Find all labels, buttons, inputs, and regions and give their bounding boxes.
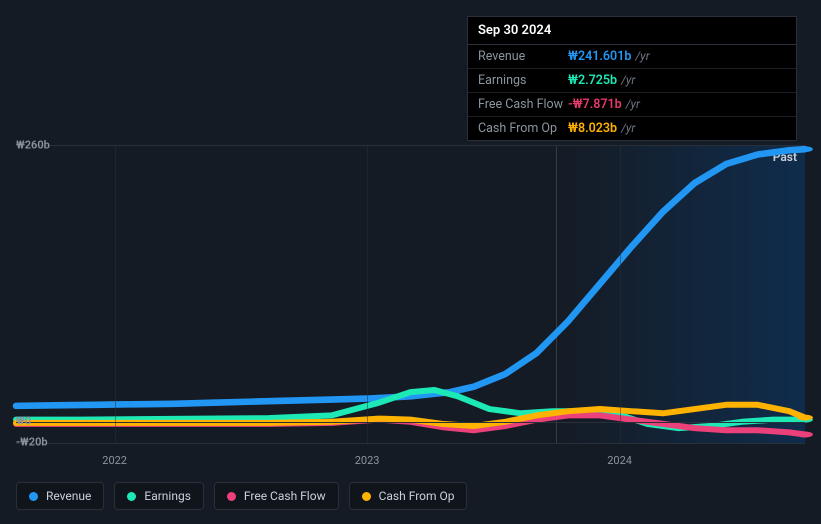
series-end-dot xyxy=(797,146,813,152)
tooltip-row: Earnings₩2.725b/yr xyxy=(468,69,796,93)
x-axis-tick: 2024 xyxy=(607,454,632,467)
tooltip-metric-unit: /yr xyxy=(635,49,649,64)
legend-item[interactable]: Cash From Op xyxy=(349,482,468,510)
legend-dot-icon xyxy=(127,492,136,501)
legend-label: Cash From Op xyxy=(379,489,455,503)
legend-label: Revenue xyxy=(46,489,91,503)
series-line xyxy=(16,149,805,406)
vgridline xyxy=(367,146,368,443)
vgridline xyxy=(115,146,116,443)
tooltip-date: Sep 30 2024 xyxy=(468,17,796,45)
line-layer xyxy=(16,146,805,443)
legend-item[interactable]: Earnings xyxy=(114,482,204,510)
legend-label: Earnings xyxy=(144,489,191,503)
legend-item[interactable]: Revenue xyxy=(16,482,104,510)
tooltip-metric-value: ₩2.725b xyxy=(568,73,617,88)
y-axis-tick: -₩20b xyxy=(16,436,48,449)
legend: Revenue Earnings Free Cash Flow Cash From O… xyxy=(16,482,467,510)
y-axis-tick: ₩260b xyxy=(16,139,50,152)
tooltip-metric-label: Earnings xyxy=(478,73,568,88)
tooltip-metric-unit: /yr xyxy=(621,73,635,88)
tooltip-metric-value: -₩7.871b xyxy=(568,97,622,112)
tooltip-metric-unit: /yr xyxy=(626,97,640,112)
tooltip-metric-label: Free Cash Flow xyxy=(478,97,568,112)
x-axis-tick: 2023 xyxy=(355,454,380,467)
legend-dot-icon xyxy=(362,492,371,501)
legend-label: Free Cash Flow xyxy=(244,489,326,503)
tooltip-metric-value: ₩241.601b xyxy=(568,49,631,64)
tooltip-metric-label: Revenue xyxy=(478,49,568,64)
legend-dot-icon xyxy=(227,492,236,501)
tooltip-row: Free Cash Flow-₩7.871b/yr xyxy=(468,93,796,117)
series-end-dot xyxy=(797,415,813,421)
plot-area: Past 202220232024 xyxy=(16,145,805,444)
gridline xyxy=(16,422,805,423)
x-axis-tick: 2022 xyxy=(102,454,127,467)
series-end-dot xyxy=(797,432,813,438)
legend-dot-icon xyxy=(29,492,38,501)
chart-tooltip: Sep 30 2024 Revenue₩241.601b/yrEarnings₩… xyxy=(467,16,797,141)
legend-item[interactable]: Free Cash Flow xyxy=(214,482,339,510)
financials-chart[interactable]: Past 202220232024 ₩260b ₩0 -₩20b xyxy=(16,125,805,474)
tooltip-row: Revenue₩241.601b/yr xyxy=(468,45,796,69)
y-axis-tick: ₩0 xyxy=(16,414,31,427)
vgridline xyxy=(620,146,621,443)
